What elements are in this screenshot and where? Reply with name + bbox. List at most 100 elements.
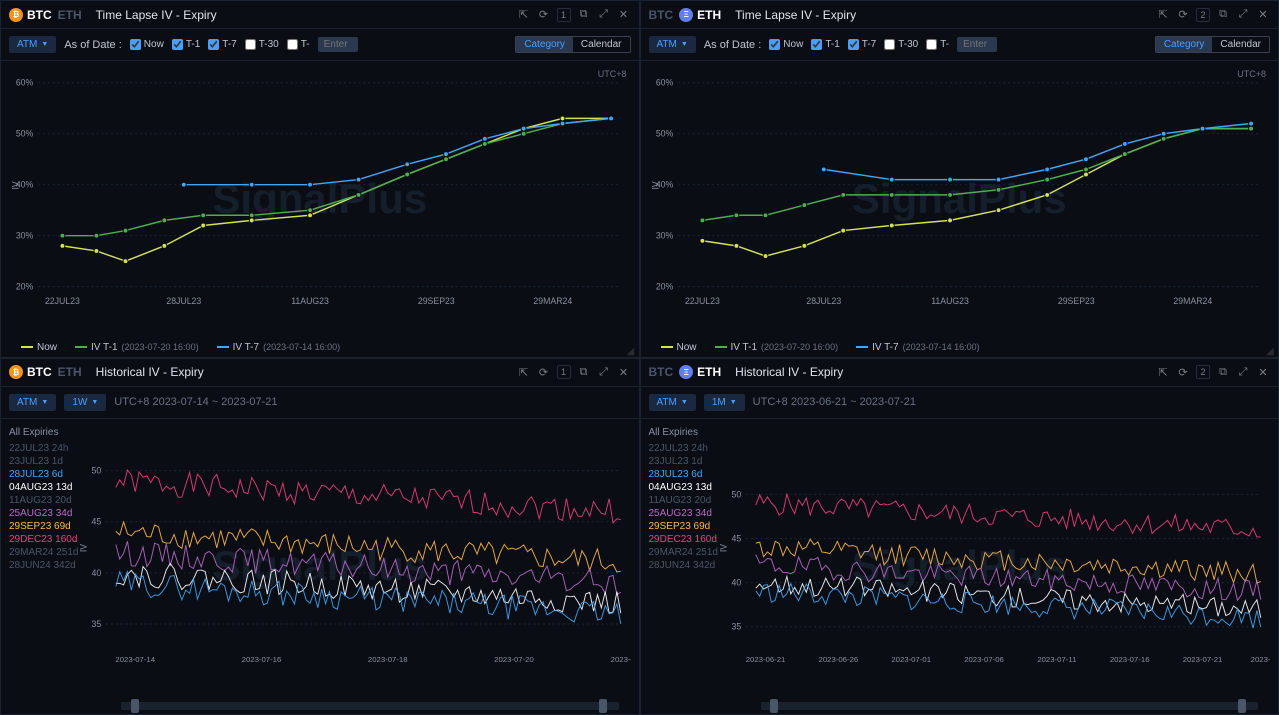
expiry-item[interactable]: 28JUN24 342d	[9, 559, 79, 572]
cb-t30[interactable]: T-30	[245, 39, 279, 50]
legend-item[interactable]: Now	[21, 342, 57, 353]
refresh-icon[interactable]: ⟳	[537, 365, 551, 379]
expiry-item[interactable]: 23JUL23 1d	[649, 455, 719, 468]
expiry-item[interactable]: 29SEP23 69d	[9, 520, 79, 533]
svg-text:30%: 30%	[16, 231, 34, 241]
tgl-calendar[interactable]: Calendar	[1212, 37, 1269, 52]
expiry-item[interactable]: 28JUN24 342d	[649, 559, 719, 572]
coin-btc[interactable]: BTC	[649, 365, 674, 379]
atm-dropdown[interactable]: ATM	[649, 394, 696, 411]
expiry-item[interactable]: 11AUG23 20d	[649, 494, 719, 507]
cb-now[interactable]: Now	[769, 39, 803, 50]
external-icon[interactable]: ⇱	[1156, 8, 1170, 22]
resize-handle[interactable]	[627, 345, 637, 355]
close-icon[interactable]: ✕	[1256, 8, 1270, 22]
legend-item[interactable]: IV T-1(2023-07-20 16:00)	[75, 342, 199, 353]
panel-badge[interactable]: 1	[557, 8, 571, 22]
svg-text:35: 35	[731, 621, 741, 631]
tgl-category[interactable]: Category	[516, 37, 573, 52]
resize-handle[interactable]	[1266, 345, 1276, 355]
toolbar: ATM 1M UTC+8 2023-06-21 ~ 2023-07-21	[641, 387, 1279, 419]
legend-item[interactable]: IV T-1(2023-07-20 16:00)	[715, 342, 839, 353]
cb-t7[interactable]: T-7	[848, 39, 876, 50]
expiry-item[interactable]: 25AUG23 34d	[649, 507, 719, 520]
coin-eth[interactable]: ETH	[697, 365, 721, 379]
coin-btc[interactable]: BTC	[27, 8, 52, 22]
svg-text:2023-07-14: 2023-07-14	[115, 654, 155, 663]
expiry-item[interactable]: 29MAR24 251d	[9, 546, 79, 559]
expiry-item[interactable]: 04AUG23 13d	[649, 481, 719, 494]
expand-icon[interactable]: ⤢	[1236, 365, 1250, 379]
expiry-item[interactable]: 28JUL23 6d	[9, 468, 79, 481]
svg-text:50%: 50%	[16, 129, 34, 139]
close-icon[interactable]: ✕	[617, 365, 631, 379]
svg-text:29MAR24: 29MAR24	[1173, 296, 1212, 306]
svg-text:IV: IV	[718, 543, 728, 551]
svg-text:IV: IV	[79, 543, 89, 551]
panel-title: Time Lapse IV - Expiry	[96, 8, 217, 22]
coin-eth[interactable]: ETH	[697, 8, 721, 22]
atm-dropdown[interactable]: ATM	[9, 394, 56, 411]
expand-icon[interactable]: ⤢	[1236, 8, 1250, 22]
panel-header: ₿ BTC ETH Time Lapse IV - Expiry ⇱ ⟳ 1 ⧉…	[1, 1, 639, 29]
expiry-item[interactable]: 22JUL23 24h	[9, 442, 79, 455]
cb-tcustom[interactable]: T-	[287, 39, 310, 50]
copy-icon[interactable]: ⧉	[1216, 365, 1230, 379]
copy-icon[interactable]: ⧉	[1216, 8, 1230, 22]
coin-eth[interactable]: ETH	[58, 365, 82, 379]
legend-item[interactable]: Now	[661, 342, 697, 353]
coin-eth[interactable]: ETH	[58, 8, 82, 22]
expiry-item[interactable]: 29DEC23 160d	[9, 533, 79, 546]
expiry-item[interactable]: 25AUG23 34d	[9, 507, 79, 520]
svg-text:40: 40	[731, 577, 741, 587]
cb-t1[interactable]: T-1	[172, 39, 200, 50]
atm-dropdown[interactable]: ATM	[9, 36, 56, 53]
expiry-item[interactable]: 23JUL23 1d	[9, 455, 79, 468]
external-icon[interactable]: ⇱	[1156, 365, 1170, 379]
legend-item[interactable]: IV T-7(2023-07-14 16:00)	[217, 342, 341, 353]
expand-icon[interactable]: ⤢	[597, 365, 611, 379]
timelapse-chart: 20%30%40%50%60%IV22JUL2328JUL2311AUG2329…	[649, 69, 1271, 330]
legend-item[interactable]: IV T-7(2023-07-14 16:00)	[856, 342, 980, 353]
refresh-icon[interactable]: ⟳	[1176, 365, 1190, 379]
panel-badge[interactable]: 2	[1196, 8, 1210, 22]
panel-title: Historical IV - Expiry	[735, 365, 843, 379]
panel-badge[interactable]: 2	[1196, 365, 1210, 379]
cb-tcustom[interactable]: T-	[926, 39, 949, 50]
panel-badge[interactable]: 1	[557, 365, 571, 379]
svg-text:2023-07-18: 2023-07-18	[368, 654, 408, 663]
expiry-item[interactable]: 22JUL23 24h	[649, 442, 719, 455]
external-icon[interactable]: ⇱	[517, 365, 531, 379]
refresh-icon[interactable]: ⟳	[1176, 8, 1190, 22]
t-custom-input[interactable]	[318, 37, 358, 52]
copy-icon[interactable]: ⧉	[577, 365, 591, 379]
expand-icon[interactable]: ⤢	[597, 8, 611, 22]
cb-t1[interactable]: T-1	[811, 39, 839, 50]
panel-title: Time Lapse IV - Expiry	[735, 8, 856, 22]
svg-text:2023-07-16: 2023-07-16	[1109, 654, 1149, 663]
copy-icon[interactable]: ⧉	[577, 8, 591, 22]
t-custom-input[interactable]	[957, 37, 997, 52]
close-icon[interactable]: ✕	[1256, 365, 1270, 379]
cb-t30[interactable]: T-30	[884, 39, 918, 50]
close-icon[interactable]: ✕	[617, 8, 631, 22]
tgl-category[interactable]: Category	[1156, 37, 1213, 52]
range-dropdown[interactable]: 1M	[704, 394, 745, 411]
expiry-item[interactable]: 28JUL23 6d	[649, 468, 719, 481]
expiry-item[interactable]: 04AUG23 13d	[9, 481, 79, 494]
expiry-item[interactable]: 29DEC23 160d	[649, 533, 719, 546]
panel-btc-historical: ₿ BTC ETH Historical IV - Expiry ⇱ ⟳ 1 ⧉…	[0, 358, 640, 715]
range-dropdown[interactable]: 1W	[64, 394, 106, 411]
cb-t7[interactable]: T-7	[208, 39, 236, 50]
expiry-item[interactable]: 29SEP23 69d	[649, 520, 719, 533]
expiry-item[interactable]: 11AUG23 20d	[9, 494, 79, 507]
external-icon[interactable]: ⇱	[517, 8, 531, 22]
coin-btc[interactable]: BTC	[649, 8, 674, 22]
cb-now[interactable]: Now	[130, 39, 164, 50]
atm-dropdown[interactable]: ATM	[649, 36, 696, 53]
refresh-icon[interactable]: ⟳	[537, 8, 551, 22]
tgl-calendar[interactable]: Calendar	[573, 37, 630, 52]
coin-btc[interactable]: BTC	[27, 365, 52, 379]
range-text: UTC+8 2023-07-14 ~ 2023-07-21	[114, 396, 277, 408]
expiry-item[interactable]: 29MAR24 251d	[649, 546, 719, 559]
